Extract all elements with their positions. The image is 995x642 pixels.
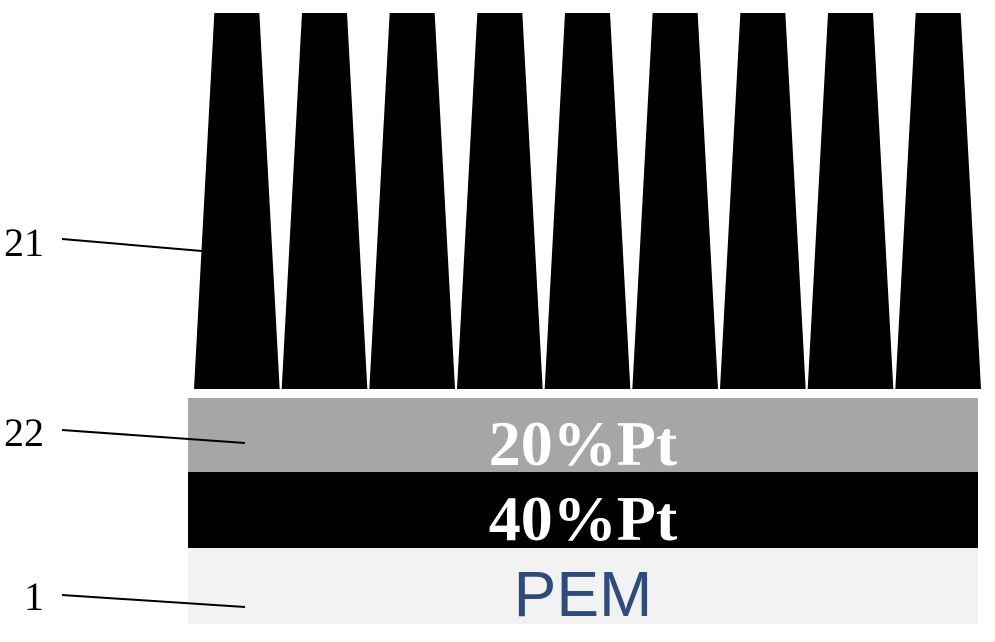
tapered-spike bbox=[807, 13, 894, 389]
tapered-spike bbox=[281, 13, 368, 389]
leader-line-22 bbox=[61, 429, 246, 444]
tapered-spike bbox=[895, 13, 981, 389]
tapered-microstructure-array bbox=[194, 13, 981, 389]
layer-20pt-band bbox=[188, 398, 978, 472]
layer-pem-band bbox=[188, 548, 978, 624]
tapered-spike bbox=[632, 13, 718, 389]
layer-40pt-band bbox=[188, 472, 978, 548]
leader-line-1 bbox=[61, 594, 246, 608]
layer-40pt-label: 40%Pt bbox=[489, 483, 678, 554]
tapered-spike bbox=[369, 13, 455, 389]
leader-line-21 bbox=[61, 238, 203, 252]
tapered-spike bbox=[544, 13, 631, 389]
tapered-spike bbox=[457, 13, 543, 389]
tapered-spike bbox=[720, 13, 806, 389]
ref-label-22: 22 bbox=[4, 410, 44, 455]
ref-label-21: 21 bbox=[4, 220, 44, 265]
ref-label-1: 1 bbox=[24, 574, 44, 619]
layer-20pt-label: 20%Pt bbox=[489, 408, 678, 479]
tapered-spike bbox=[194, 13, 280, 389]
layer-pem-label: PEM bbox=[514, 558, 653, 630]
